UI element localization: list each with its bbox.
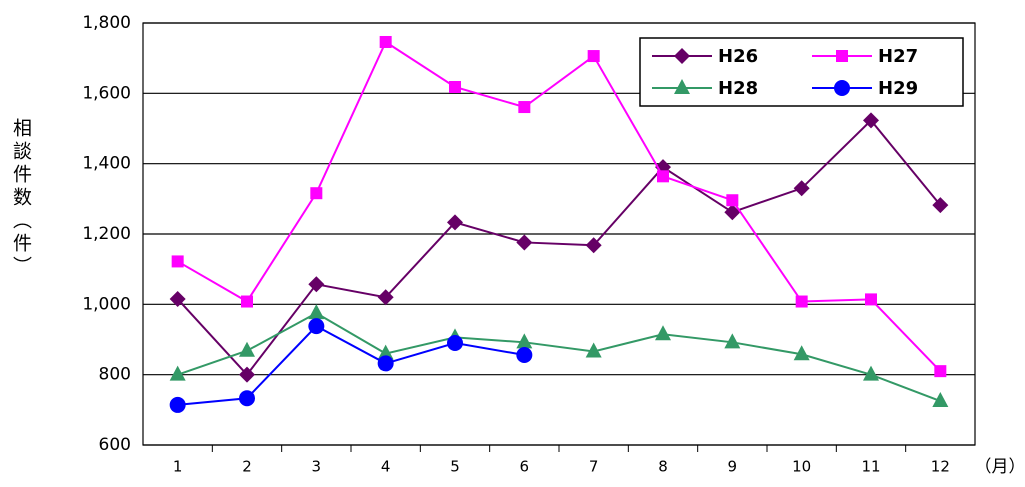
series-line [176, 118, 942, 377]
legend-label: H28 [718, 78, 758, 99]
x-tick-label: 5 [450, 458, 460, 476]
data-point [795, 295, 808, 308]
series-line [177, 311, 941, 402]
y-tick-label: 1,600 [82, 83, 131, 103]
y-tick-label: 800 [99, 365, 131, 385]
x-tick-label: 1 [173, 458, 183, 476]
data-point [377, 355, 394, 372]
legend-label: H26 [718, 46, 758, 67]
data-point [447, 335, 463, 352]
data-point [585, 237, 602, 254]
data-point [863, 112, 879, 129]
data-point [377, 289, 394, 306]
data-point [793, 345, 810, 361]
data-point [310, 187, 323, 200]
y-tick-label: 600 [99, 435, 131, 455]
x-tick-label: 6 [520, 458, 530, 476]
y-axis-label: 相談件数（件） [10, 118, 32, 279]
series-line [177, 324, 525, 406]
x-tick-label: 10 [792, 458, 811, 476]
data-point [516, 234, 533, 251]
x-tick-label: 8 [658, 458, 668, 476]
data-point [239, 390, 255, 407]
legend-label: H29 [878, 78, 918, 99]
data-point [657, 170, 669, 183]
data-point [308, 276, 325, 293]
x-tick-label: 4 [381, 458, 391, 476]
legend-label: H27 [878, 46, 918, 67]
x-tick-label: 2 [242, 458, 252, 476]
data-point [724, 204, 741, 221]
data-point [726, 194, 739, 207]
data-point [932, 392, 949, 408]
legend-marker [674, 48, 690, 64]
data-point [724, 333, 741, 349]
x-tick-label: 7 [589, 458, 599, 476]
data-point [655, 325, 671, 341]
data-point [169, 291, 186, 308]
legend-marker [674, 79, 690, 94]
data-point [308, 318, 325, 335]
y-tick-label: 1,800 [82, 13, 131, 33]
data-point [171, 255, 184, 268]
series-line [177, 40, 942, 372]
data-point [863, 365, 879, 381]
y-tick-label: 1,400 [82, 154, 131, 174]
data-point [239, 366, 255, 383]
data-point [585, 342, 602, 358]
x-tick-label: 11 [861, 458, 880, 476]
x-tick-label: 3 [312, 458, 322, 476]
data-point [932, 197, 949, 214]
data-point [169, 365, 186, 381]
data-point [516, 333, 533, 349]
x-unit-label: （月） [975, 457, 1025, 477]
data-point [516, 346, 533, 363]
y-tick-label: 1,200 [82, 224, 131, 244]
data-point [377, 344, 394, 360]
x-tick-label: 12 [931, 458, 950, 476]
data-point [865, 293, 877, 306]
data-point [239, 341, 255, 357]
data-point [449, 81, 461, 94]
legend-marker [834, 80, 850, 96]
legend-box [639, 37, 964, 107]
legend-marker [836, 50, 848, 62]
data-point [934, 365, 947, 378]
data-point [379, 35, 392, 48]
data-point [793, 180, 810, 197]
data-point [447, 214, 463, 231]
data-point [241, 295, 253, 308]
data-point [587, 50, 600, 63]
y-tick-label: 1,000 [82, 294, 131, 314]
data-point [169, 396, 186, 413]
x-tick-label: 9 [728, 458, 738, 476]
data-point [308, 304, 325, 320]
data-point [518, 101, 531, 114]
